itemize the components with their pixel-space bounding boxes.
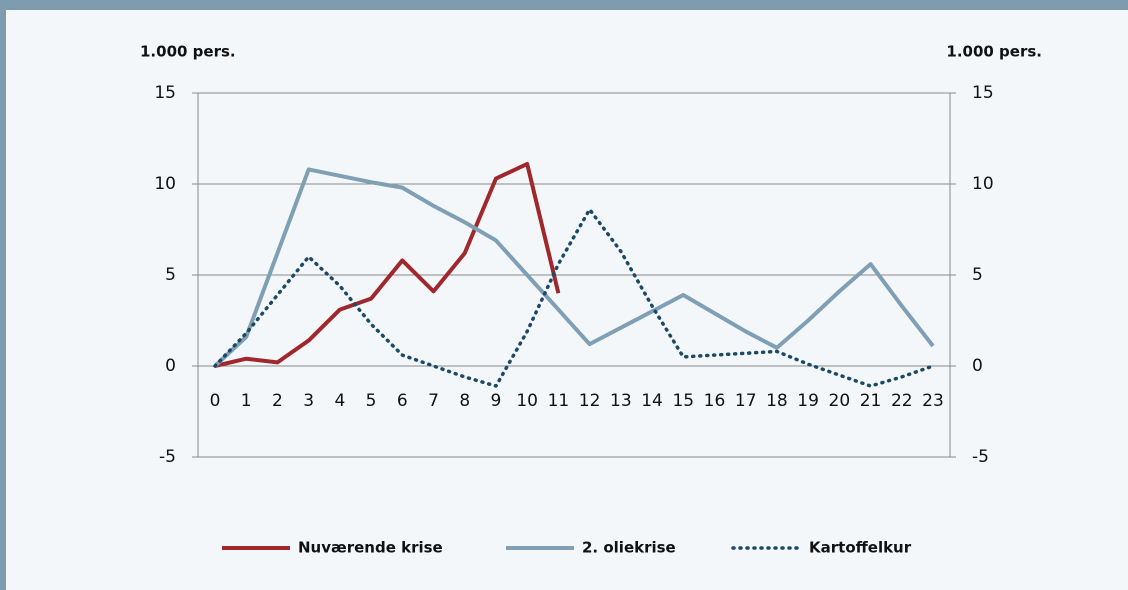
x-tick-label: 9 <box>491 391 502 411</box>
y2-tick-label: 0 <box>972 356 983 376</box>
series-line <box>214 161 561 368</box>
y-tick-label: 15 <box>154 83 176 103</box>
y-axis-label: 1.000 pers. <box>140 43 236 61</box>
x-tick-label: 16 <box>704 391 726 411</box>
x-tick-label: 13 <box>610 391 632 411</box>
x-tick-label: 23 <box>922 391 944 411</box>
x-tick-label: 1 <box>241 391 252 411</box>
x-tick-label: 22 <box>891 391 913 411</box>
x-tick-label: 21 <box>860 391 882 411</box>
x-tick-label: 20 <box>829 391 851 411</box>
y2-tick-label: -5 <box>972 447 989 467</box>
x-tick-label: 18 <box>766 391 788 411</box>
y-tick-label: 10 <box>154 174 176 194</box>
y-tick-label: 0 <box>165 356 176 376</box>
x-tick-label: 2 <box>272 391 283 411</box>
x-tick-label: 12 <box>579 391 601 411</box>
x-tick-label: 15 <box>672 391 694 411</box>
x-tick-label: 19 <box>797 391 819 411</box>
legend-label: Nuværende krise <box>298 539 443 557</box>
y-tick-label: -5 <box>159 447 176 467</box>
x-tick-label: 3 <box>303 391 314 411</box>
x-tick-label: 8 <box>459 391 470 411</box>
x-tick-label: 10 <box>516 391 538 411</box>
x-tick-label: 5 <box>366 391 377 411</box>
x-tick-label: 11 <box>548 391 570 411</box>
x-tick-label: 0 <box>210 391 221 411</box>
left-bar <box>0 0 6 590</box>
y2-axis-label: 1.000 pers. <box>946 43 1042 61</box>
x-tick-label: 14 <box>641 391 663 411</box>
top-bar <box>0 0 1128 10</box>
legend-label: Kartoffelkur <box>809 539 912 557</box>
x-tick-label: 6 <box>397 391 408 411</box>
y2-tick-label: 10 <box>972 174 994 194</box>
x-tick-label: 4 <box>334 391 345 411</box>
y2-tick-label: 15 <box>972 83 994 103</box>
x-tick-label: 7 <box>428 391 439 411</box>
y2-tick-label: 5 <box>972 265 983 285</box>
series-line <box>213 167 935 368</box>
series-line <box>213 207 935 388</box>
y-tick-label: 5 <box>165 265 176 285</box>
x-tick-label: 17 <box>735 391 757 411</box>
legend-label: 2. oliekrise <box>582 539 676 557</box>
